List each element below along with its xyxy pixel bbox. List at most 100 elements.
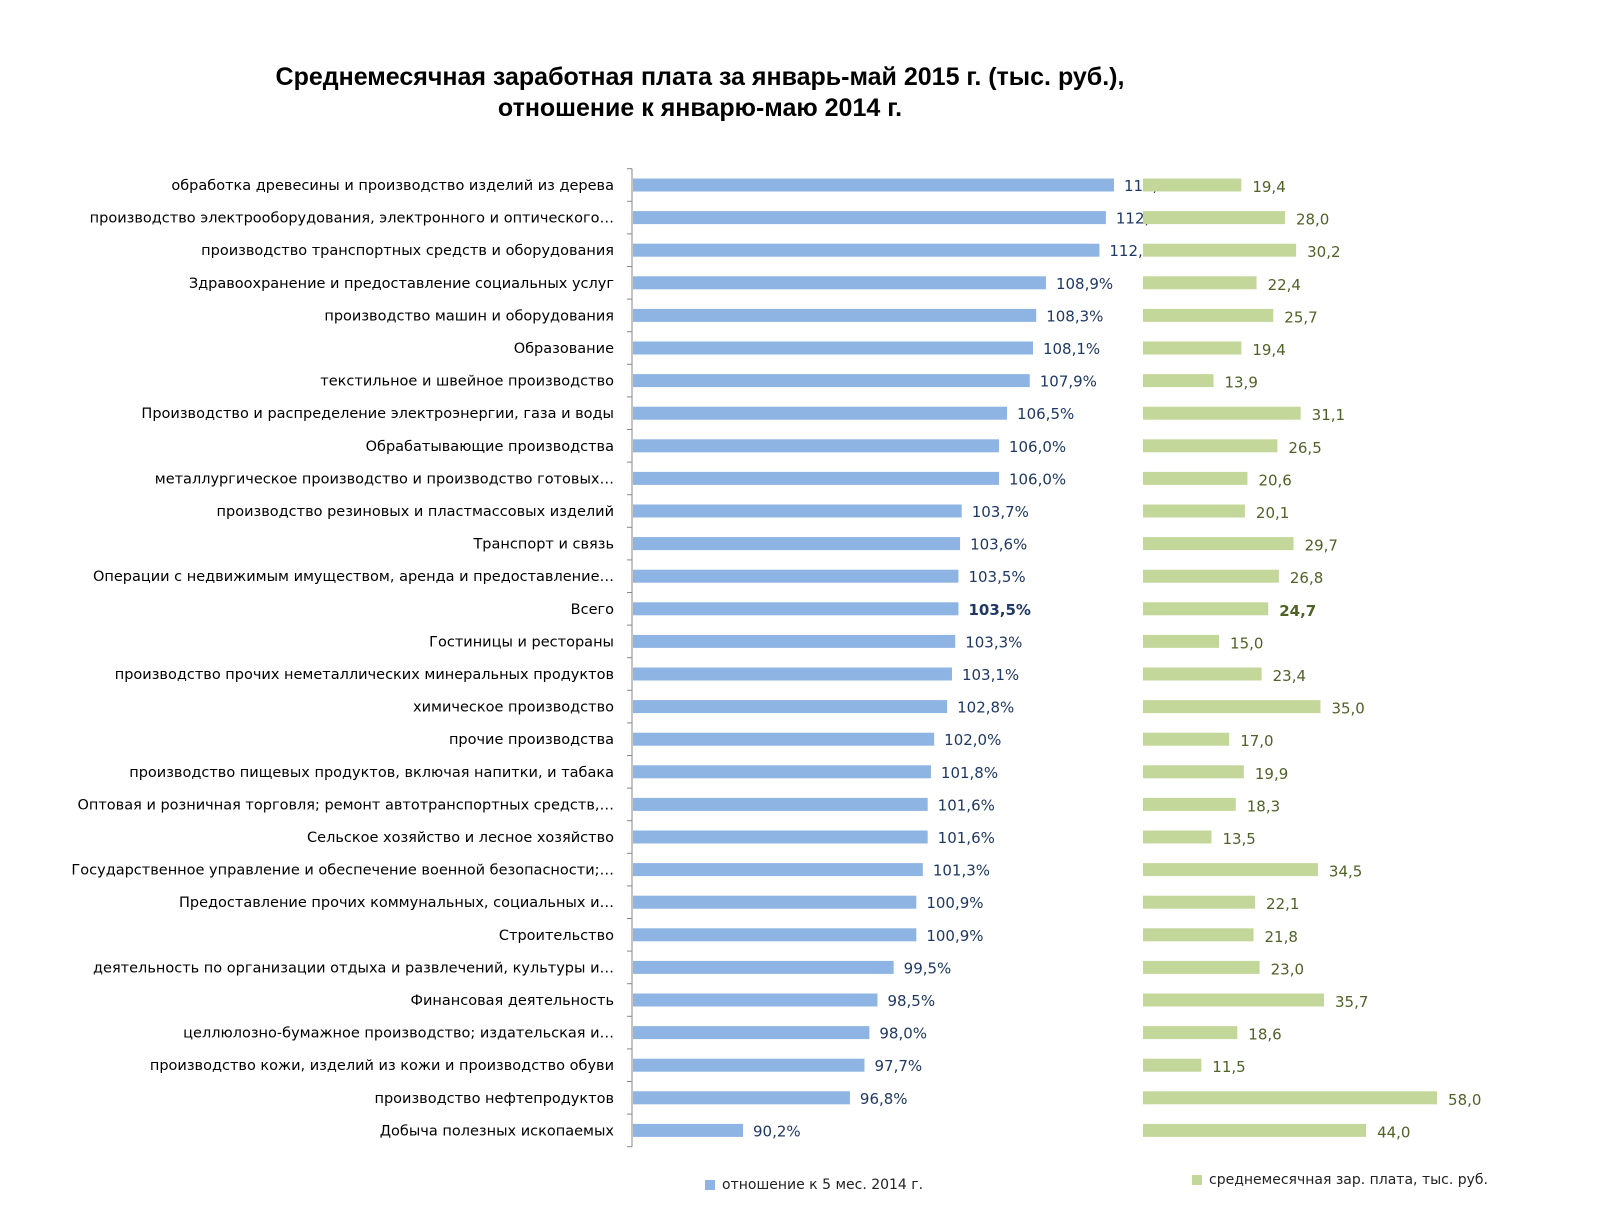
wage-bar [1143, 830, 1212, 844]
legend-ratio: отношение к 5 мес. 2014 г. [705, 1177, 923, 1193]
category-label: Государственное управление и обеспечение… [71, 863, 614, 879]
wage-bar [1143, 1091, 1438, 1105]
ratio-data-label: 103,6% [970, 536, 1027, 554]
category-label: Операции с недвижимым имуществом, аренда… [93, 569, 614, 585]
chart-title-line-2: отношение к январю-маю 2014 г. [497, 94, 903, 122]
wage-bar [1143, 211, 1285, 225]
ratio-bar [633, 504, 962, 518]
ratio-data-label: 106,0% [1009, 470, 1066, 488]
ratio-bar [633, 439, 999, 453]
wage-bar [1143, 700, 1321, 714]
category-label: Сельское хозяйство и лесное хозяйство [307, 830, 614, 846]
wage-bar [1143, 471, 1248, 485]
wage-bar [1143, 308, 1274, 322]
ratio-bar [633, 732, 935, 746]
wage-data-label: 19,4 [1252, 341, 1285, 359]
category-label: текстильное и швейное производство [320, 374, 614, 390]
category-label: производство пищевых продуктов, включая … [129, 765, 614, 781]
ratio-data-label: 108,1% [1043, 340, 1100, 358]
ratio-bar [633, 960, 894, 974]
wage-bar [1143, 406, 1301, 420]
wage-data-label: 11,5 [1212, 1058, 1245, 1076]
ratio-bar [633, 602, 959, 616]
wage-data-label: 58,0 [1448, 1091, 1481, 1109]
wage-bar [1143, 765, 1244, 779]
wage-bar [1143, 602, 1269, 616]
ratio-bar [633, 797, 928, 811]
wage-bar [1143, 178, 1242, 192]
wage-bar [1143, 928, 1254, 942]
wage-bar [1143, 374, 1214, 388]
ratio-data-label: 90,2% [753, 1122, 801, 1140]
legend-ratio-label: отношение к 5 мес. 2014 г. [722, 1177, 924, 1193]
chart-title: Среднемесячная заработная плата за январ… [200, 62, 1200, 124]
ratio-bar [633, 374, 1030, 388]
ratio-data-label: 107,9% [1040, 373, 1097, 391]
category-label: Предоставление прочих коммунальных, соци… [179, 895, 614, 911]
ratio-data-label: 102,0% [944, 731, 1001, 749]
wage-data-label: 17,0 [1240, 732, 1273, 750]
wage-data-label: 26,8 [1290, 569, 1323, 587]
wage-data-label: 13,9 [1224, 374, 1257, 392]
ratio-bar [633, 211, 1106, 225]
ratio-bar [633, 569, 959, 583]
wage-bar [1143, 863, 1318, 877]
category-label: производство резиновых и пластмассовых и… [217, 504, 614, 520]
wage-data-label: 18,3 [1247, 797, 1280, 815]
ratio-data-label: 96,8% [860, 1090, 908, 1108]
ratio-data-label: 102,8% [957, 699, 1014, 717]
category-label: производство транспортных средств и обор… [201, 243, 614, 259]
wage-data-label: 44,0 [1377, 1123, 1410, 1141]
ratio-bar [633, 863, 923, 877]
legend-wage-label: среднемесячная зар. плата, тыс. руб. [1209, 1172, 1489, 1188]
wage-data-label: 30,2 [1307, 243, 1340, 261]
ratio-data-label: 106,0% [1009, 438, 1066, 456]
ratio-bar [633, 1026, 870, 1040]
wage-data-label: 31,1 [1312, 406, 1345, 424]
category-label: производство нефтепродуктов [374, 1091, 614, 1107]
ratio-bar [633, 634, 956, 648]
wage-data-label: 20,1 [1256, 504, 1289, 522]
category-label: Гостиницы и рестораны [429, 634, 614, 650]
ratio-data-label: 103,5% [968, 568, 1025, 586]
category-label: Добыча полезных ископаемых [380, 1123, 615, 1139]
category-label: деятельность по организации отдыха и раз… [93, 960, 614, 976]
ratio-bar [633, 667, 952, 681]
ratio-bar [633, 700, 948, 714]
wage-bar [1143, 243, 1297, 257]
category-label: Финансовая деятельность [410, 993, 614, 1009]
wage-bar [1143, 667, 1262, 681]
wage-data-label: 18,6 [1248, 1026, 1281, 1044]
category-label: производство кожи, изделий из кожи и про… [150, 1058, 614, 1074]
wage-bar [1143, 797, 1236, 811]
ratio-data-label: 103,3% [965, 633, 1022, 651]
wage-data-label: 23,0 [1271, 960, 1304, 978]
category-label: производство прочих неметаллических мине… [115, 667, 614, 683]
wage-bar [1143, 634, 1220, 648]
legend-ratio-swatch [705, 1180, 715, 1190]
wage-bar [1143, 960, 1260, 974]
ratio-bar [633, 406, 1008, 420]
ratio-data-label: 101,8% [941, 764, 998, 782]
wage-data-label: 35,7 [1335, 993, 1368, 1011]
ratio-bar [633, 537, 961, 551]
category-label: Транспорт и связь [472, 537, 614, 553]
ratio-data-label: 103,7% [972, 503, 1029, 521]
ratio-bar [633, 1123, 743, 1137]
wage-bar [1143, 895, 1256, 909]
category-label: производство электрооборудования, электр… [90, 211, 614, 227]
ratio-bar [633, 308, 1037, 322]
category-label: Оптовая и розничная торговля; ремонт авт… [77, 797, 614, 813]
wage-data-label: 21,8 [1265, 928, 1298, 946]
ratio-data-label: 100,9% [926, 927, 983, 945]
ratio-bar [633, 471, 999, 485]
ratio-bar [633, 830, 928, 844]
wage-data-label: 29,7 [1305, 537, 1338, 555]
wage-bar [1143, 439, 1278, 453]
category-label: Строительство [499, 928, 614, 944]
wage-data-label: 26,5 [1288, 439, 1321, 457]
ratio-data-label: 106,5% [1017, 405, 1074, 423]
wage-bar [1143, 1123, 1367, 1137]
category-label: Образование [514, 341, 614, 357]
category-label: производство машин и оборудования [324, 308, 614, 324]
